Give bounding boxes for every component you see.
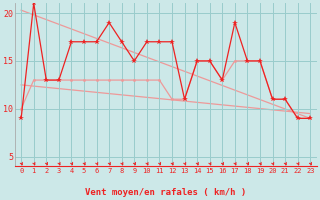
X-axis label: Vent moyen/en rafales ( km/h ): Vent moyen/en rafales ( km/h ) xyxy=(85,188,246,197)
